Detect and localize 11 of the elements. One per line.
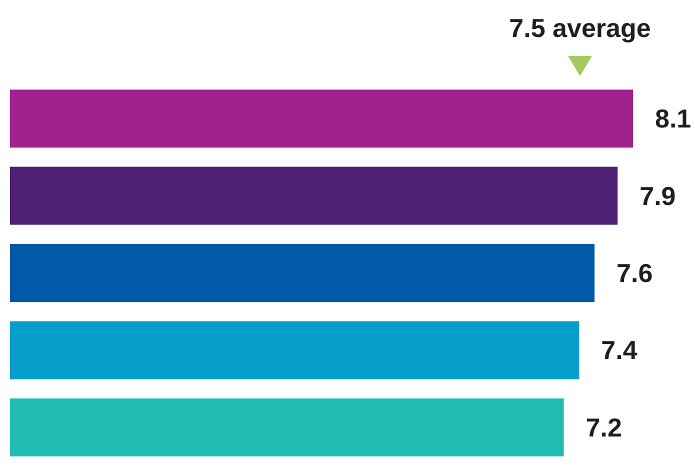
bar bbox=[10, 398, 564, 456]
bar bbox=[10, 166, 618, 225]
bar bbox=[10, 244, 595, 302]
data-label: 7.4 bbox=[601, 335, 638, 366]
bar bbox=[10, 321, 580, 380]
data-label: 8.1 bbox=[655, 104, 692, 134]
data-label: 7.9 bbox=[640, 180, 676, 211]
data-label: 7.6 bbox=[616, 258, 653, 288]
bar bbox=[10, 90, 633, 148]
data-label: 7.2 bbox=[586, 412, 622, 442]
text: 7.5 average bbox=[509, 13, 651, 43]
